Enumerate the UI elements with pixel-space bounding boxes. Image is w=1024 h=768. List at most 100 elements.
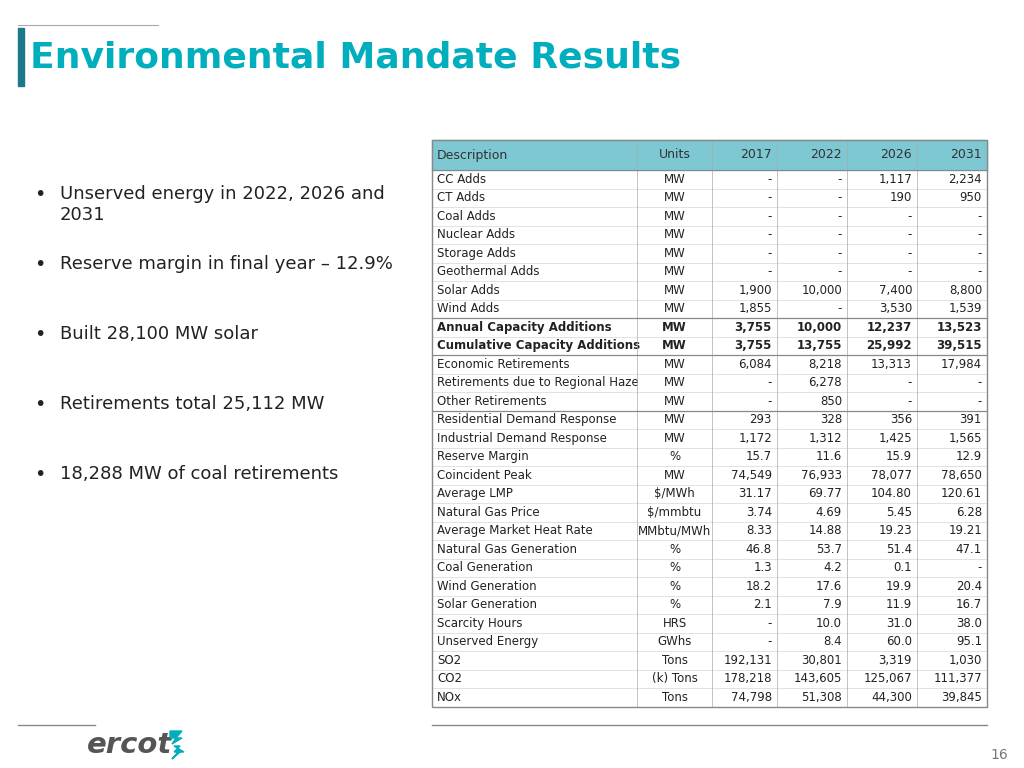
Text: HRS: HRS (663, 617, 687, 630)
Text: Tons: Tons (662, 654, 687, 667)
Text: Reserve margin in final year – 12.9%: Reserve margin in final year – 12.9% (60, 255, 393, 273)
Text: Tons: Tons (662, 690, 687, 703)
Text: 1,565: 1,565 (948, 432, 982, 445)
Text: -: - (768, 395, 772, 408)
Text: •: • (35, 255, 46, 274)
Text: 19.21: 19.21 (948, 525, 982, 538)
Text: Coincident Peak: Coincident Peak (437, 468, 531, 482)
Text: Storage Adds: Storage Adds (437, 247, 516, 260)
Text: MW: MW (664, 228, 685, 241)
Text: -: - (838, 191, 842, 204)
Text: 3,755: 3,755 (734, 339, 772, 353)
Text: Economic Retirements: Economic Retirements (437, 358, 569, 371)
Text: Natural Gas Generation: Natural Gas Generation (437, 543, 577, 556)
Text: CC Adds: CC Adds (437, 173, 486, 186)
Text: -: - (838, 173, 842, 186)
Text: MMbtu/MWh: MMbtu/MWh (638, 525, 711, 538)
Text: 12.9: 12.9 (955, 450, 982, 463)
Text: -: - (907, 395, 912, 408)
Text: 7.9: 7.9 (823, 598, 842, 611)
Text: 11.6: 11.6 (816, 450, 842, 463)
Text: $/mmbtu: $/mmbtu (647, 506, 701, 518)
Text: 0.1: 0.1 (893, 561, 912, 574)
Text: 74,549: 74,549 (731, 468, 772, 482)
Text: Natural Gas Price: Natural Gas Price (437, 506, 540, 518)
Text: $/MWh: $/MWh (654, 487, 695, 500)
Text: 76,933: 76,933 (801, 468, 842, 482)
Text: 39,845: 39,845 (941, 690, 982, 703)
Text: Nuclear Adds: Nuclear Adds (437, 228, 515, 241)
Text: 120.61: 120.61 (941, 487, 982, 500)
Polygon shape (170, 731, 182, 744)
Text: -: - (768, 635, 772, 648)
Text: Industrial Demand Response: Industrial Demand Response (437, 432, 607, 445)
Text: Coal Generation: Coal Generation (437, 561, 532, 574)
Text: 8.33: 8.33 (746, 525, 772, 538)
Text: 12,237: 12,237 (866, 321, 912, 334)
Text: 8,218: 8,218 (809, 358, 842, 371)
Text: %: % (669, 543, 680, 556)
Text: Retirements due to Regional Haze: Retirements due to Regional Haze (437, 376, 639, 389)
Text: -: - (768, 173, 772, 186)
Text: %: % (669, 450, 680, 463)
Text: Unserved energy in 2022, 2026 and
2031: Unserved energy in 2022, 2026 and 2031 (60, 185, 385, 223)
Text: 2.1: 2.1 (754, 598, 772, 611)
Text: -: - (838, 303, 842, 315)
Text: 5.45: 5.45 (886, 506, 912, 518)
Bar (432, 140, 987, 170)
Text: 30,801: 30,801 (801, 654, 842, 667)
Text: MW: MW (664, 376, 685, 389)
Polygon shape (172, 746, 184, 759)
Text: 31.17: 31.17 (738, 487, 772, 500)
Text: 1,030: 1,030 (948, 654, 982, 667)
Bar (432, 140, 987, 707)
Text: -: - (907, 228, 912, 241)
Text: Reserve Margin: Reserve Margin (437, 450, 528, 463)
Text: 192,131: 192,131 (723, 654, 772, 667)
Text: MW: MW (664, 303, 685, 315)
Text: 13,523: 13,523 (937, 321, 982, 334)
Text: 4.69: 4.69 (816, 506, 842, 518)
Text: 6,084: 6,084 (738, 358, 772, 371)
Text: 38.0: 38.0 (956, 617, 982, 630)
Text: -: - (907, 265, 912, 278)
Text: 19.23: 19.23 (879, 525, 912, 538)
Text: 78,077: 78,077 (871, 468, 912, 482)
Text: MW: MW (664, 432, 685, 445)
Text: 14.88: 14.88 (809, 525, 842, 538)
Text: MW: MW (664, 395, 685, 408)
Text: MW: MW (663, 321, 687, 334)
Text: SO2: SO2 (437, 654, 461, 667)
Text: 31.0: 31.0 (886, 617, 912, 630)
Text: 1,855: 1,855 (738, 303, 772, 315)
Text: •: • (35, 185, 46, 204)
Text: Solar Generation: Solar Generation (437, 598, 537, 611)
Text: -: - (838, 247, 842, 260)
Text: Cumulative Capacity Additions: Cumulative Capacity Additions (437, 339, 640, 353)
Text: 25,992: 25,992 (866, 339, 912, 353)
Text: 3.74: 3.74 (745, 506, 772, 518)
Text: -: - (907, 376, 912, 389)
Text: %: % (669, 580, 680, 593)
Text: 69.77: 69.77 (808, 487, 842, 500)
Text: 2022: 2022 (810, 148, 842, 161)
Text: MW: MW (664, 283, 685, 296)
Text: 293: 293 (750, 413, 772, 426)
Text: Description: Description (437, 148, 508, 161)
Text: -: - (838, 228, 842, 241)
Text: 60.0: 60.0 (886, 635, 912, 648)
Text: Retirements total 25,112 MW: Retirements total 25,112 MW (60, 395, 325, 413)
Text: •: • (35, 395, 46, 414)
Text: 125,067: 125,067 (863, 672, 912, 685)
Text: 15.9: 15.9 (886, 450, 912, 463)
Text: 78,650: 78,650 (941, 468, 982, 482)
Text: 13,755: 13,755 (797, 339, 842, 353)
Text: 391: 391 (959, 413, 982, 426)
Text: 10.0: 10.0 (816, 617, 842, 630)
Text: •: • (35, 325, 46, 344)
Text: Unserved Energy: Unserved Energy (437, 635, 539, 648)
Text: 15.7: 15.7 (745, 450, 772, 463)
Text: 17.6: 17.6 (816, 580, 842, 593)
Text: Average Market Heat Rate: Average Market Heat Rate (437, 525, 593, 538)
Text: 47.1: 47.1 (955, 543, 982, 556)
